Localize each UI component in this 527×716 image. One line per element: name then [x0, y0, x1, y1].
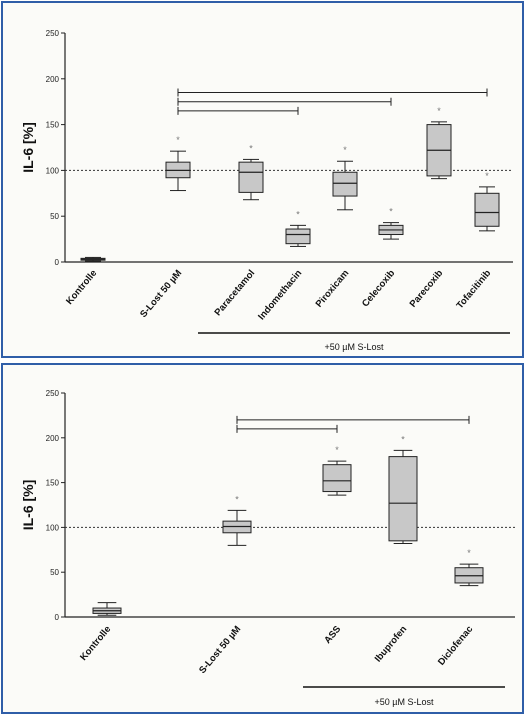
- significance-marker: *: [176, 135, 180, 145]
- category-label: Tofacitinib: [454, 268, 493, 311]
- y-tick-label: 150: [46, 121, 60, 130]
- significance-marker: *: [401, 434, 405, 444]
- chart-svg-bottom: 0 50 100 150 200 250 IL-6 [%] Kontrolle * S-Lost …: [20, 389, 515, 707]
- y-tick-label: 200: [46, 75, 60, 84]
- significance-marker: *: [335, 445, 339, 455]
- group-label: +50 µM S-Lost: [375, 697, 434, 707]
- significance-marker: *: [235, 494, 239, 504]
- chart-svg-top: 0 50 100 150 200 250 IL-6 [%] Kontrolle * S-Lost …: [20, 29, 513, 352]
- box-iqr: [238, 161, 264, 193]
- y-tick-label: 0: [55, 613, 60, 622]
- category-label: Diclofenac: [436, 624, 475, 668]
- y-tick-label: 250: [46, 29, 60, 38]
- category-label: Kontrolle: [78, 624, 113, 663]
- box-iqr: [474, 192, 500, 227]
- y-axis-title: IL-6 [%]: [20, 122, 36, 173]
- y-axis-title: IL-6 [%]: [20, 480, 36, 531]
- significance-marker: *: [296, 209, 300, 219]
- category-label: Piroxicam: [314, 268, 352, 310]
- y-tick-label: 200: [46, 434, 60, 443]
- significance-marker: *: [249, 143, 253, 153]
- box-iqr: [322, 464, 352, 493]
- category-label: Celecoxib: [360, 268, 397, 310]
- y-tick-label: 50: [50, 212, 59, 221]
- significance-marker: *: [389, 207, 393, 217]
- category-label: S-Lost 50 µM: [138, 268, 184, 320]
- category-label: S-Lost 50 µM: [197, 624, 243, 676]
- significance-marker: *: [485, 171, 489, 181]
- significance-marker: *: [343, 145, 347, 155]
- significance-marker: *: [437, 106, 441, 116]
- y-tick-label: 100: [46, 166, 60, 175]
- category-label: Ibuprofen: [373, 624, 410, 665]
- significance-marker: *: [467, 548, 471, 558]
- category-label: Parecoxib: [408, 268, 446, 310]
- y-tick-label: 150: [46, 479, 60, 488]
- y-tick-label: 0: [55, 258, 60, 267]
- y-tick-label: 50: [50, 568, 59, 577]
- box-iqr: [285, 228, 311, 245]
- y-tick-label: 100: [46, 523, 60, 532]
- category-label: ASS: [322, 624, 343, 646]
- category-label: Kontrolle: [64, 268, 99, 307]
- group-label: +50 µM S-Lost: [325, 342, 384, 352]
- category-label: Indomethacin: [256, 268, 304, 323]
- chart-panel-bottom: 0 50 100 150 200 250 IL-6 [%] Kontrolle * S-Lost …: [1, 363, 524, 714]
- chart-panel-top: 0 50 100 150 200 250 IL-6 [%] Kontrolle * S-Lost …: [1, 1, 524, 358]
- y-tick-label: 250: [46, 389, 60, 398]
- box-iqr: [332, 171, 358, 197]
- box-iqr: [388, 456, 418, 542]
- category-label: Paracetamol: [213, 268, 258, 318]
